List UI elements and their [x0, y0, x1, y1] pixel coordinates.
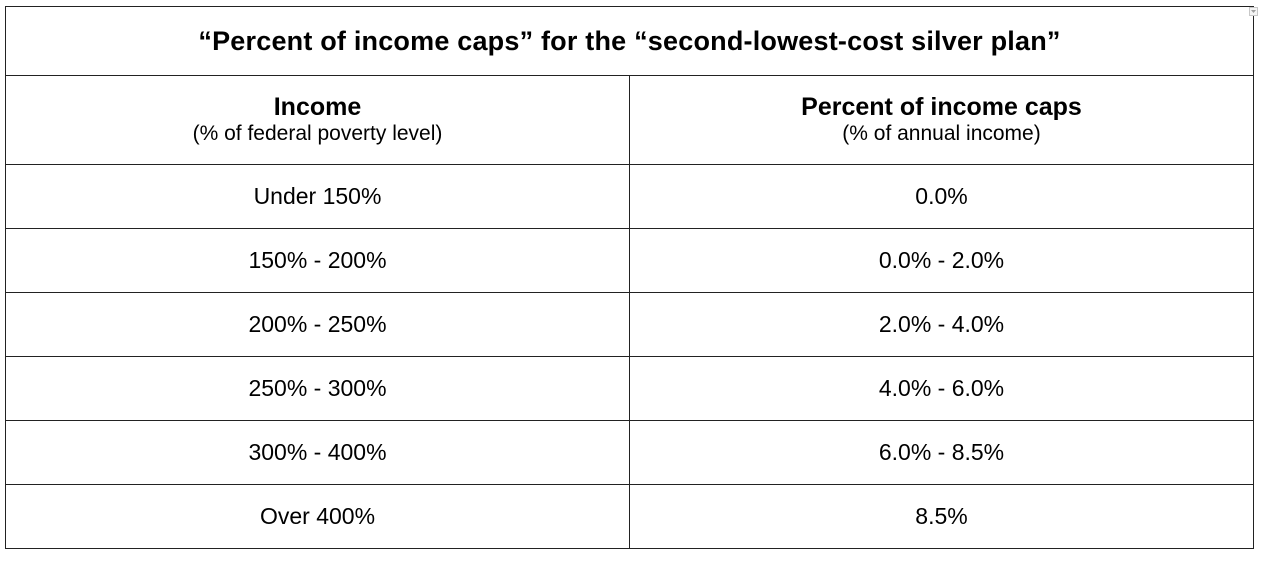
header-income-label: Income	[273, 93, 362, 121]
table-row: Under 150% 0.0%	[5, 164, 1254, 229]
header-row: Income (% of federal poverty level) Perc…	[5, 75, 1254, 165]
header-caps: Percent of income caps (% of annual inco…	[629, 75, 1254, 165]
income-caps-table: “Percent of income caps” for the “second…	[5, 6, 1254, 549]
cap-cell: 0.0% - 2.0%	[629, 228, 1254, 293]
table-row: 150% - 200% 0.0% - 2.0%	[5, 228, 1254, 293]
cap-cell: 6.0% - 8.5%	[629, 420, 1254, 485]
income-cell: Over 400%	[5, 484, 630, 549]
income-cell: 150% - 200%	[5, 228, 630, 293]
income-cell: 250% - 300%	[5, 356, 630, 421]
income-cell: 300% - 400%	[5, 420, 630, 485]
table-row: Over 400% 8.5%	[5, 484, 1254, 549]
header-income-sublabel: (% of federal poverty level)	[192, 122, 443, 145]
income-cell: 200% - 250%	[5, 292, 630, 357]
dropdown-arrow-icon[interactable]	[1249, 7, 1258, 16]
title-row: “Percent of income caps” for the “second…	[5, 6, 1254, 76]
table-row: 250% - 300% 4.0% - 6.0%	[5, 356, 1254, 421]
table-row: 300% - 400% 6.0% - 8.5%	[5, 420, 1254, 485]
table-row: 200% - 250% 2.0% - 4.0%	[5, 292, 1254, 357]
header-income: Income (% of federal poverty level)	[5, 75, 630, 165]
cap-cell: 0.0%	[629, 164, 1254, 229]
cap-cell: 4.0% - 6.0%	[629, 356, 1254, 421]
cap-cell: 2.0% - 4.0%	[629, 292, 1254, 357]
income-cell: Under 150%	[5, 164, 630, 229]
header-caps-label: Percent of income caps	[801, 93, 1082, 121]
table-container: “Percent of income caps” for the “second…	[5, 6, 1258, 549]
table-title: “Percent of income caps” for the “second…	[5, 6, 1254, 76]
cap-cell: 8.5%	[629, 484, 1254, 549]
header-caps-sublabel: (% of annual income)	[842, 122, 1041, 145]
